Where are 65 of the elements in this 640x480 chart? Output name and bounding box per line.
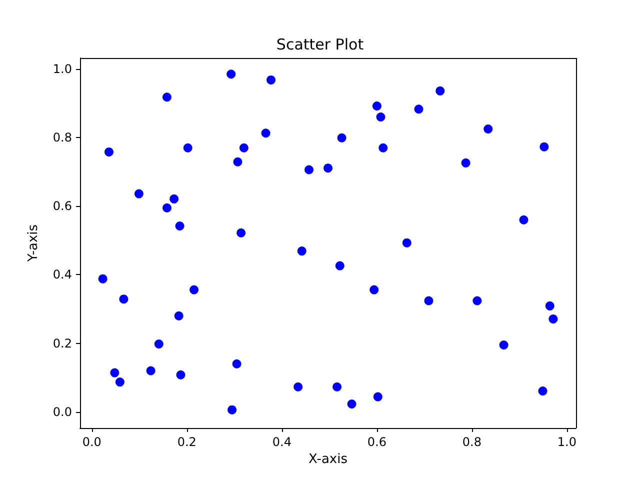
point xyxy=(239,143,248,152)
point xyxy=(162,92,172,102)
y-tick-label: 0.4 xyxy=(52,268,72,282)
y-tick-label: 1.0 xyxy=(52,62,72,76)
point xyxy=(538,386,548,396)
point xyxy=(233,157,242,166)
chart-title: Scatter Plot xyxy=(276,36,364,54)
point xyxy=(499,340,508,350)
point xyxy=(332,382,342,392)
point xyxy=(548,314,558,324)
point xyxy=(376,112,386,122)
y-tick-label: 0.6 xyxy=(52,199,72,214)
point xyxy=(347,400,356,408)
point xyxy=(110,368,120,378)
point xyxy=(472,296,482,306)
point xyxy=(519,215,528,224)
point xyxy=(370,285,379,294)
point xyxy=(266,75,276,84)
y-tick-label: 0.0 xyxy=(52,404,72,419)
x-tick-label: 1.0 xyxy=(557,435,577,449)
point xyxy=(372,102,382,111)
point xyxy=(484,124,493,134)
point xyxy=(337,133,346,142)
point xyxy=(170,194,179,204)
point xyxy=(232,359,242,368)
x-tick-label: 0.0 xyxy=(82,435,102,449)
point xyxy=(461,158,470,168)
x-tick-label: 0.4 xyxy=(272,435,292,449)
x-tick-label: 0.8 xyxy=(462,435,482,449)
x-tick-label: 0.2 xyxy=(177,435,196,449)
point xyxy=(119,294,128,304)
point xyxy=(98,274,108,284)
point xyxy=(324,164,332,173)
point xyxy=(154,339,164,348)
x-axis-title: X-axis xyxy=(308,452,348,467)
y-tick-label: 0.8 xyxy=(52,130,72,145)
point xyxy=(378,143,388,152)
y-tick-label: 0.2 xyxy=(52,336,72,350)
point xyxy=(335,261,344,270)
y-axis-title: Y-axis xyxy=(26,224,41,263)
point xyxy=(436,86,445,96)
point xyxy=(236,228,246,238)
point xyxy=(228,405,237,414)
point xyxy=(175,222,184,231)
point xyxy=(176,370,186,380)
point xyxy=(402,238,412,248)
point xyxy=(414,104,424,114)
point xyxy=(115,378,124,387)
point xyxy=(226,70,236,79)
point xyxy=(104,147,114,156)
point xyxy=(146,366,156,376)
point xyxy=(190,285,199,294)
point xyxy=(294,382,303,392)
point xyxy=(373,392,382,402)
point xyxy=(545,301,554,310)
point xyxy=(134,189,144,198)
point xyxy=(304,165,314,174)
point xyxy=(174,311,184,320)
x-tick-label: 0.6 xyxy=(367,435,386,449)
point xyxy=(261,128,270,138)
point xyxy=(424,296,434,306)
point xyxy=(183,143,192,152)
point xyxy=(297,246,306,256)
point xyxy=(540,142,549,152)
point xyxy=(162,203,172,212)
